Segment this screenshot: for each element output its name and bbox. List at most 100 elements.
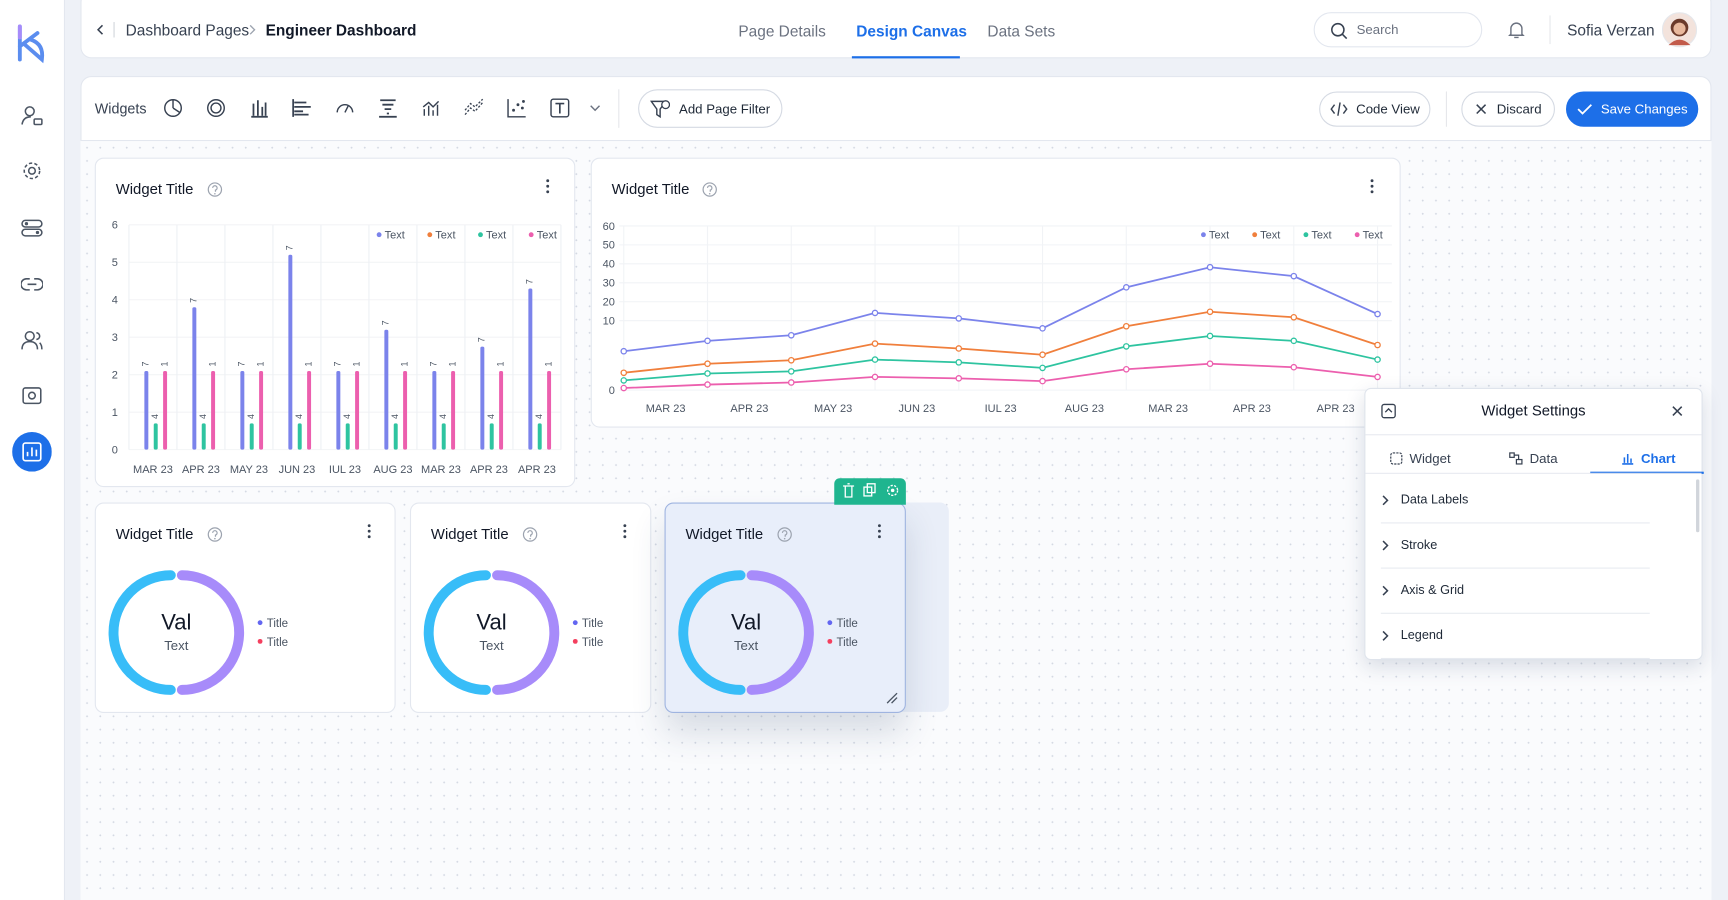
discard-button[interactable]: Discard xyxy=(1461,91,1555,127)
button-label: Discard xyxy=(1496,101,1542,117)
settings-tab[interactable]: Widget xyxy=(1390,444,1451,473)
donut-widget[interactable]: Widget Title Val Text Title Title xyxy=(94,502,396,714)
add-page-filter-button[interactable]: Add Page Filter xyxy=(638,89,783,128)
x-tick-label: AUG 23 xyxy=(373,464,412,476)
data-point xyxy=(1290,363,1298,371)
data-label: 1 xyxy=(447,362,457,367)
more-widgets[interactable] xyxy=(588,102,601,113)
bar-widget[interactable]: Widget Title 0 1 2 3 4 5 6 Text Text Text Text MAR … xyxy=(94,157,576,488)
settings-tab-active[interactable]: Chart xyxy=(1621,444,1675,473)
data-point xyxy=(1206,360,1214,368)
nav-dashboards-active[interactable] xyxy=(12,431,52,472)
bar xyxy=(537,423,542,450)
bar xyxy=(528,288,533,450)
widget-menu[interactable] xyxy=(875,522,884,545)
breadcrumb-current: Engineer Dashboard xyxy=(265,20,417,39)
widget-scatter[interactable] xyxy=(507,98,527,118)
help-icon[interactable] xyxy=(777,527,792,542)
widget-bar[interactable] xyxy=(292,98,312,118)
help-icon[interactable] xyxy=(702,182,717,197)
tab-active[interactable]: Design Canvas xyxy=(856,22,967,40)
nav-team-settings[interactable] xyxy=(21,160,43,182)
back-button[interactable] xyxy=(94,23,107,36)
data-point xyxy=(787,356,795,364)
data-label: 4 xyxy=(198,414,208,419)
code-view-button[interactable]: Code View xyxy=(1319,91,1431,127)
x-tick-label: APR 23 xyxy=(470,464,508,476)
nav-settings[interactable] xyxy=(21,384,43,406)
settings-tab[interactable]: Data xyxy=(1509,444,1558,473)
settings-icon[interactable] xyxy=(887,484,899,497)
nav-users-lock[interactable] xyxy=(21,105,43,127)
data-label: 7 xyxy=(429,362,439,367)
save-changes-button[interactable]: Save Changes xyxy=(1565,91,1699,127)
notifications[interactable] xyxy=(1508,20,1526,40)
legend-marker xyxy=(528,232,534,238)
tab[interactable]: Page Details xyxy=(738,22,826,40)
bar xyxy=(441,423,446,450)
nav-link[interactable] xyxy=(20,273,43,295)
resize-handle[interactable] xyxy=(885,691,898,704)
donut-widget-selected[interactable]: Widget Title Val Text Title Title xyxy=(664,502,906,714)
chevron-path xyxy=(1382,540,1389,551)
settings-section[interactable]: Legend xyxy=(1380,614,1650,660)
widget-menu[interactable] xyxy=(543,177,552,200)
donut-widget[interactable]: Widget Title Val Text Title Title xyxy=(409,502,652,714)
widget-menu[interactable] xyxy=(365,522,374,545)
data-label: 7 xyxy=(333,362,343,367)
button-label: Save Changes xyxy=(1600,101,1688,117)
check-icon xyxy=(1577,104,1592,115)
widget-gauge[interactable] xyxy=(335,98,355,118)
data-label: 4 xyxy=(294,414,304,419)
help-icon[interactable] xyxy=(522,527,538,542)
widget-menu[interactable] xyxy=(1368,177,1377,200)
x-tick-label: MAR 23 xyxy=(133,464,173,476)
data-label: 7 xyxy=(285,245,295,250)
settings-section[interactable]: Data Labels xyxy=(1380,478,1650,524)
nav-toggles[interactable] xyxy=(21,217,43,239)
divider xyxy=(1365,434,1702,436)
chevron-path xyxy=(1382,630,1389,641)
tab[interactable]: Data Sets xyxy=(987,22,1056,40)
widget-pie[interactable] xyxy=(163,98,183,118)
donut-caption: Text xyxy=(734,638,759,653)
collapse-icon[interactable] xyxy=(1381,403,1396,419)
widget-combo[interactable] xyxy=(421,98,441,118)
data-point xyxy=(1122,284,1130,291)
line-widget[interactable]: Widget Title 0 10 20 30 40 50 60 MAR 23 APR 23 MA… xyxy=(590,157,1401,428)
button-label: Add Page Filter xyxy=(679,100,771,117)
nav-people[interactable] xyxy=(21,330,43,352)
widget-title: Widget Title xyxy=(685,525,764,543)
help-icon[interactable] xyxy=(207,182,223,197)
settings-section[interactable]: Stroke xyxy=(1380,523,1650,569)
help-icon[interactable] xyxy=(207,527,223,542)
close-panel[interactable] xyxy=(1671,404,1684,417)
data-label: 1 xyxy=(255,362,265,367)
data-point xyxy=(620,347,628,355)
search-box[interactable]: Search xyxy=(1313,12,1483,48)
data-label: 1 xyxy=(351,362,361,367)
user-name[interactable]: Sofia Verzan xyxy=(1567,20,1655,39)
legend-label: Text xyxy=(435,230,455,242)
widget-line[interactable] xyxy=(464,98,484,118)
breadcrumb-item[interactable]: Dashboard Pages xyxy=(125,20,250,39)
data-point xyxy=(620,369,628,377)
data-point xyxy=(1122,322,1130,330)
y-tick-label: 2 xyxy=(112,370,118,382)
widget-text[interactable] xyxy=(550,98,570,118)
widget-donut[interactable] xyxy=(206,98,226,118)
divider xyxy=(113,22,115,38)
divider xyxy=(1445,91,1447,127)
y-tick-label: 40 xyxy=(603,259,615,271)
widget-funnel[interactable] xyxy=(378,98,398,118)
chevron xyxy=(1382,495,1389,506)
settings-section[interactable]: Axis & Grid xyxy=(1380,569,1650,614)
widget-column[interactable] xyxy=(249,98,269,118)
donut-value: Val xyxy=(161,609,191,634)
avatar[interactable] xyxy=(1661,12,1698,48)
bar xyxy=(547,370,552,450)
widget-menu[interactable] xyxy=(620,522,629,545)
widget-title: Widget Title xyxy=(430,525,509,543)
data-point xyxy=(620,377,628,384)
delete-icon[interactable] xyxy=(843,483,855,498)
